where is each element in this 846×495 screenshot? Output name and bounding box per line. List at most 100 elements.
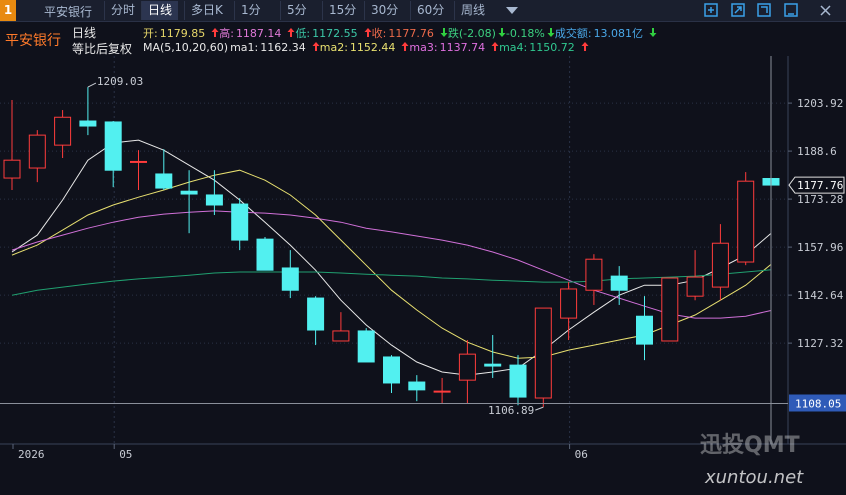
ma-line: MA(5,10,20,60) ma1: 1162.34 ma2: 1152.44 ma3:… bbox=[143, 41, 589, 54]
candle-body bbox=[357, 330, 375, 363]
candle-body bbox=[560, 288, 578, 319]
candle-body bbox=[711, 242, 729, 288]
y-tick-label: 1173.28 bbox=[797, 193, 843, 206]
info-label: -0.18% bbox=[505, 27, 545, 40]
info-value: 1162.34 bbox=[260, 41, 306, 54]
candle-body bbox=[205, 194, 223, 206]
candle-body bbox=[28, 134, 46, 169]
info-label: 开: bbox=[143, 27, 158, 40]
stock-tab[interactable]: 平安银行 bbox=[44, 5, 93, 19]
price-tag-label: 1177.76 bbox=[797, 179, 843, 192]
candle-body bbox=[256, 238, 274, 271]
arrow-up bbox=[364, 28, 372, 37]
period-tab[interactable]: 分时 bbox=[104, 1, 141, 20]
candle-body bbox=[534, 307, 552, 399]
info-label: 高: bbox=[219, 27, 234, 40]
period-tab[interactable]: 日线 bbox=[141, 1, 179, 20]
min-label: 1106.89 bbox=[488, 404, 534, 417]
crosshair-box bbox=[789, 394, 846, 412]
candle-body bbox=[155, 173, 173, 189]
candle-body bbox=[509, 364, 527, 398]
info-label: 低: bbox=[295, 27, 311, 40]
info-value: 1177.76 bbox=[388, 27, 434, 40]
quote-line: 开: 1179.85 高: 1187.14 低: 1172.55 收: 1177.76 跌(-2… bbox=[143, 25, 657, 41]
arrow-up bbox=[312, 42, 320, 51]
candle-body bbox=[307, 297, 325, 331]
candle-body bbox=[180, 190, 198, 195]
x-tick-label: 05 bbox=[119, 448, 132, 461]
candle-body bbox=[54, 116, 72, 146]
arrow-shape bbox=[211, 28, 219, 37]
price-tag bbox=[788, 176, 845, 194]
ma-line bbox=[11, 139, 772, 376]
arrow-shape bbox=[312, 42, 320, 51]
chart: 迅投QMT xuntou.net 1203.92 1188.6 1173.28 115… bbox=[0, 56, 846, 488]
candle-body bbox=[104, 121, 122, 171]
arrow-down bbox=[498, 28, 506, 37]
candle-body bbox=[408, 381, 426, 391]
ma-line bbox=[11, 210, 772, 319]
period-tab[interactable]: 15分 bbox=[322, 1, 362, 20]
arrow-up bbox=[211, 28, 219, 37]
period: 日线 bbox=[72, 26, 97, 40]
arrow-up bbox=[401, 42, 409, 51]
arrow-up bbox=[581, 42, 589, 51]
info-label: ma1: bbox=[230, 41, 259, 54]
y-tick-label: 1127.32 bbox=[797, 337, 843, 350]
toolbar: 1 平安银行 分时 日线 多日K 1分 5分 15分 30分 60分 周线 bbox=[0, 0, 846, 22]
candle-body bbox=[3, 159, 21, 179]
period-tab[interactable]: 30分 bbox=[364, 1, 404, 20]
candle-body bbox=[737, 180, 755, 263]
candle-body bbox=[484, 363, 502, 367]
candle-body bbox=[433, 390, 451, 393]
arrow-shape bbox=[547, 28, 555, 37]
candle-body bbox=[686, 276, 704, 297]
period-tab[interactable]: 周线 bbox=[454, 1, 491, 20]
arrow-up bbox=[491, 42, 499, 51]
candle-body bbox=[79, 120, 97, 127]
arrow-down bbox=[547, 28, 555, 37]
badge: 1 bbox=[0, 0, 16, 21]
info-label: ma4: bbox=[499, 41, 528, 54]
info-value: 1172.55 bbox=[312, 27, 358, 40]
arrow-shape bbox=[287, 28, 295, 37]
info-label: ma3: bbox=[409, 41, 438, 54]
period-tab[interactable]: 1分 bbox=[234, 1, 267, 20]
info-label: 成交额: bbox=[554, 27, 592, 40]
candle-body bbox=[636, 315, 653, 345]
period-tab[interactable]: 5分 bbox=[280, 1, 313, 20]
ma-line bbox=[11, 169, 772, 359]
candle-body bbox=[458, 353, 476, 381]
ma-line bbox=[11, 269, 772, 296]
period-tab[interactable]: 60分 bbox=[410, 1, 450, 20]
info-value: 1179.85 bbox=[159, 27, 206, 40]
candle-body bbox=[383, 356, 400, 384]
stock-name: 平安银行 bbox=[5, 33, 61, 49]
info-value: 1152.44 bbox=[349, 41, 396, 54]
info-value: 1137.74 bbox=[439, 41, 486, 54]
window-icons[interactable] bbox=[700, 2, 846, 19]
dropdown[interactable] bbox=[505, 6, 519, 15]
arrow-down bbox=[649, 28, 657, 37]
arrow-shape bbox=[649, 28, 657, 37]
info-label: ma2: bbox=[319, 41, 348, 54]
info-value: 13.081亿 bbox=[593, 27, 644, 40]
candle-body bbox=[610, 275, 628, 291]
arrow-shape bbox=[581, 42, 589, 51]
arrow-shape bbox=[440, 28, 448, 37]
arrow-up bbox=[287, 28, 295, 37]
x-tick-label: 2026 bbox=[18, 448, 45, 461]
max-label: 1209.03 bbox=[97, 75, 143, 88]
watermark: 迅投QMT bbox=[700, 433, 800, 458]
info-value: 1187.14 bbox=[235, 27, 282, 40]
y-tick-label: 1188.6 bbox=[797, 145, 837, 158]
candle-body bbox=[585, 258, 603, 291]
info-label: MA(5,10,20,60) bbox=[143, 41, 229, 54]
arrow-shape bbox=[401, 42, 409, 51]
y-tick-label: 1203.92 bbox=[797, 97, 843, 110]
info-value: 1150.72 bbox=[529, 41, 575, 54]
period-tab[interactable]: 多日K bbox=[184, 1, 229, 20]
arrow-shape bbox=[364, 28, 372, 37]
candle-body bbox=[281, 267, 299, 291]
